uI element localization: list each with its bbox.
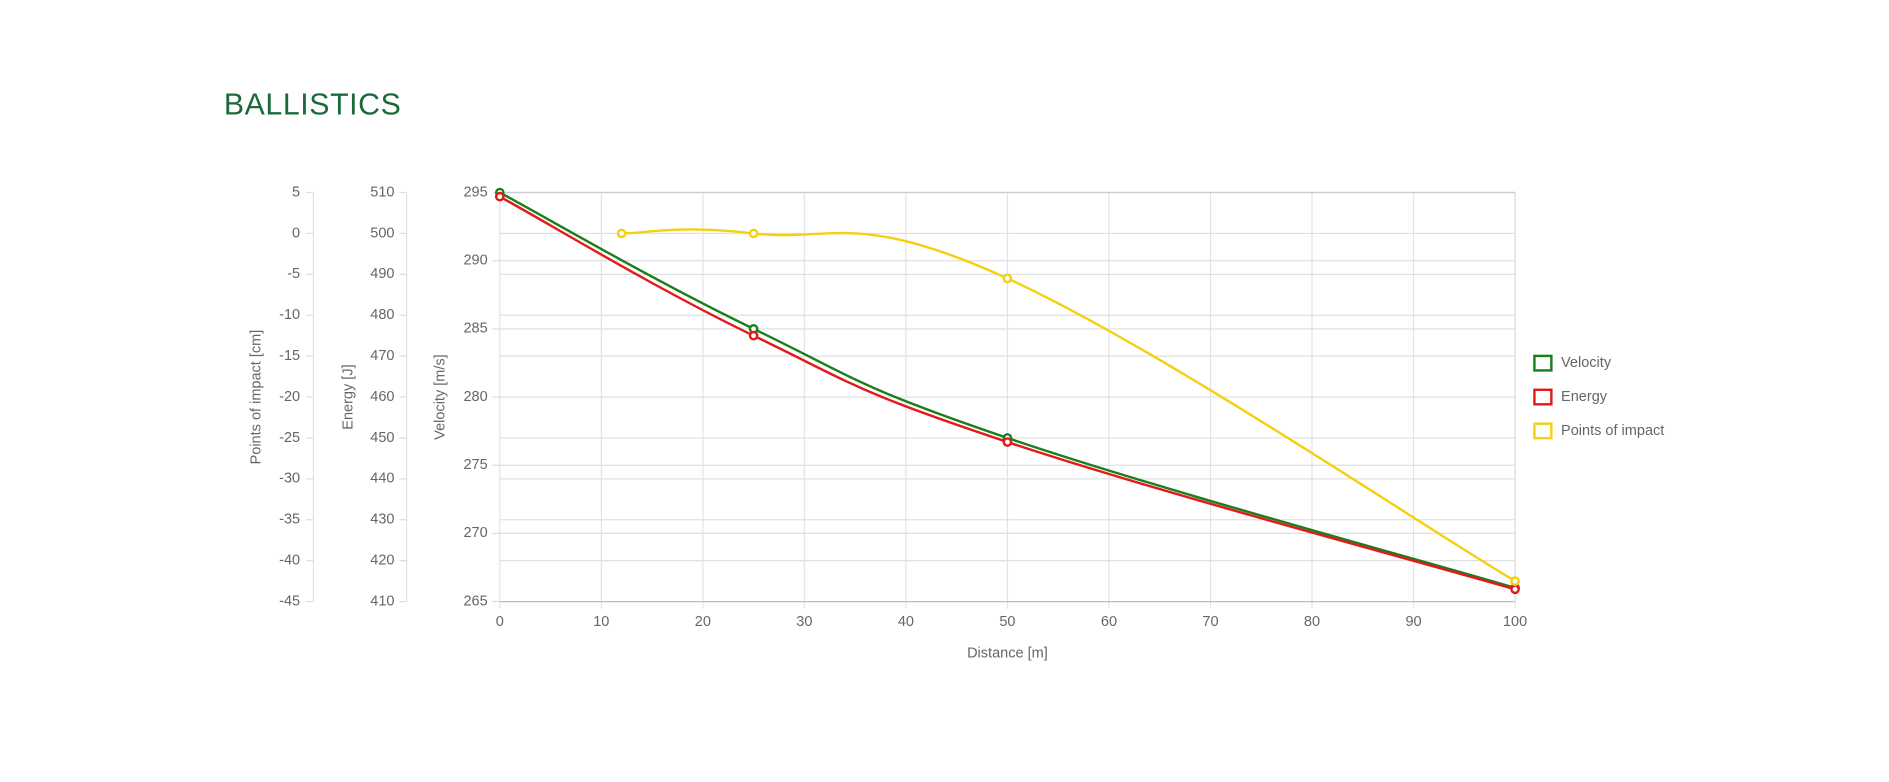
y-axis-title: Energy [J] xyxy=(340,364,356,429)
y-tick-label: 490 xyxy=(370,266,394,282)
y-tick-label: -15 xyxy=(279,348,300,364)
y-tick-label: 510 xyxy=(370,184,394,200)
x-tick-label: 70 xyxy=(1202,614,1218,630)
y-tick-label: 290 xyxy=(463,253,487,269)
data-point xyxy=(1002,273,1013,284)
legend-label: Points of impact xyxy=(1561,423,1664,439)
y-tick-label: 410 xyxy=(370,593,394,609)
series-line xyxy=(499,191,1516,590)
x-tick-label: 20 xyxy=(695,614,711,630)
legend-swatch xyxy=(1533,388,1553,406)
data-point xyxy=(748,330,759,341)
data-point xyxy=(616,228,627,239)
y-axis-title: Points of impact [cm] xyxy=(248,330,264,465)
y-tick-label: -25 xyxy=(279,430,300,446)
x-tick-label: 60 xyxy=(1101,614,1117,630)
legend-swatch xyxy=(1533,354,1553,372)
series-line xyxy=(499,195,1516,591)
y-tick-label: -35 xyxy=(279,512,300,528)
y-tick-label: -40 xyxy=(279,552,300,568)
y-tick-label: -10 xyxy=(279,307,300,323)
x-tick-label: 80 xyxy=(1304,614,1320,630)
y-tick-label: 470 xyxy=(370,348,394,364)
x-tick-label: 90 xyxy=(1405,614,1421,630)
y-tick-label: -45 xyxy=(279,593,300,609)
y-tick-label: 270 xyxy=(463,525,487,541)
y-tick-label: 5 xyxy=(292,184,300,200)
y-tick-label: 450 xyxy=(370,430,394,446)
data-point xyxy=(1510,584,1520,595)
chart-title: BALLISTICS xyxy=(224,89,402,122)
legend-label: Energy xyxy=(1561,389,1608,405)
x-tick-label: 0 xyxy=(496,614,504,630)
data-point xyxy=(494,191,505,202)
y-tick-label: -5 xyxy=(287,266,300,282)
x-tick-label: 40 xyxy=(898,614,914,630)
y-tick-label: 430 xyxy=(370,512,394,528)
x-tick-label: 10 xyxy=(593,614,609,630)
data-point xyxy=(1002,437,1013,447)
x-tick-label: 100 xyxy=(1503,614,1527,630)
x-axis-title: Distance [m] xyxy=(967,645,1048,661)
y-tick-label: 275 xyxy=(463,457,487,473)
y-tick-label: 0 xyxy=(292,225,300,241)
x-tick-label: 30 xyxy=(796,614,812,630)
y-tick-label: 265 xyxy=(463,593,487,609)
y-tick-label: 285 xyxy=(463,321,487,337)
x-tick-label: 50 xyxy=(999,614,1015,630)
y-tick-label: -20 xyxy=(279,389,300,405)
y-tick-label: 280 xyxy=(463,389,487,405)
data-point xyxy=(1510,576,1520,586)
y-tick-label: 460 xyxy=(370,389,394,405)
y-tick-label: 420 xyxy=(370,552,394,568)
legend-swatch xyxy=(1533,422,1553,440)
y-axis-title: Velocity [m/s] xyxy=(432,354,448,440)
y-tick-label: 295 xyxy=(463,184,487,200)
y-tick-label: 500 xyxy=(370,225,394,241)
y-tick-label: 480 xyxy=(370,307,394,323)
data-point xyxy=(748,228,759,239)
series-line xyxy=(621,228,1516,583)
y-tick-label: -30 xyxy=(279,471,300,487)
legend-label: Velocity xyxy=(1561,355,1612,371)
y-tick-label: 440 xyxy=(370,471,394,487)
